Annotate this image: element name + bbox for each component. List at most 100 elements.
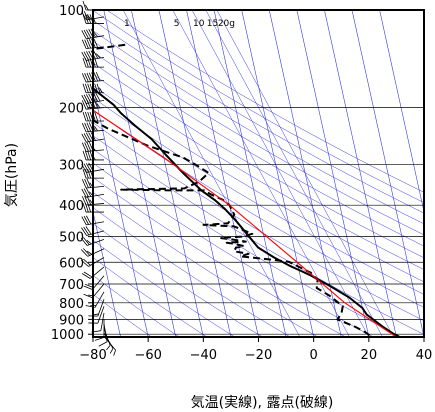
wind-barb-flag	[81, 133, 87, 143]
mixing-ratio-label: 1	[124, 19, 130, 29]
dry-adiabat-line	[93, 73, 424, 270]
mixing-ratio-line	[216, 10, 394, 337]
wind-barb-flag	[84, 122, 89, 132]
wind-barb	[80, 248, 105, 257]
y-tick-label: 400	[59, 199, 84, 214]
background-lines	[93, 10, 424, 337]
wind-barb-flag	[92, 92, 99, 102]
x-tick-label: −20	[245, 348, 272, 363]
wind-barb-flag	[83, 226, 90, 236]
wind-barb-flag	[86, 132, 92, 142]
dry-adiabat-line	[93, 97, 424, 295]
wind-barb-flag	[87, 150, 92, 161]
isotherm-line	[241, 10, 314, 337]
wind-barb-staff	[92, 283, 105, 299]
wind-barb-staff	[100, 312, 105, 331]
wind-barb-flag	[82, 14, 87, 24]
wind-barb-flag	[93, 125, 99, 132]
mixing-ratio-label: 20g	[218, 19, 235, 29]
x-tick-label: 20	[361, 348, 378, 363]
dry-adiabat-line	[93, 293, 152, 337]
wind-barb-flag	[96, 102, 101, 109]
wind-barb-flag	[93, 38, 99, 48]
wind-barb-flag	[82, 248, 91, 256]
wind-barb	[81, 226, 105, 236]
wind-barb-flag	[84, 4, 89, 11]
dry-adiabat-line	[93, 19, 424, 214]
x-tick-label: −40	[190, 348, 217, 363]
temperature-line	[93, 86, 400, 337]
wind-barb-flag	[87, 57, 92, 68]
dry-adiabat-line	[93, 239, 235, 337]
wind-barb-flag	[81, 259, 89, 267]
wind-barb-flag	[84, 39, 89, 49]
wind-barb-flag	[86, 142, 92, 152]
dry-adiabat-line	[93, 62, 424, 259]
wind-barb-flag	[81, 216, 87, 226]
wind-barb-flag	[82, 57, 87, 68]
wind-barb-staff	[97, 306, 105, 324]
dry-adiabat-line	[93, 40, 424, 236]
wind-barb-staff	[86, 230, 105, 236]
wind-barb-flag	[95, 71, 101, 82]
dry-adiabat-line	[93, 122, 424, 322]
isotherm-line	[158, 10, 232, 337]
wind-barb-flag	[84, 73, 89, 83]
y-tick-label: 200	[59, 102, 84, 117]
wind-barb-flag	[86, 122, 92, 132]
wind-barb-flag	[84, 83, 89, 93]
wind-barb-flag	[84, 178, 89, 188]
wind-barb-flag	[86, 39, 92, 49]
y-tick-label: 600	[59, 256, 84, 271]
wind-barb-flag	[86, 239, 92, 245]
wind-barb-flag	[81, 39, 87, 49]
wind-barb	[103, 336, 116, 356]
wind-barb-flag	[86, 195, 92, 205]
wind-barb	[80, 237, 105, 246]
mixing-ratio-line	[191, 10, 370, 337]
y-tick-label: 1000	[51, 328, 84, 343]
isotherm-line	[379, 10, 424, 214]
dry-adiabat-line	[93, 135, 424, 335]
y-tick-label: 500	[59, 231, 84, 246]
wind-barb-staff	[94, 291, 105, 308]
y-tick-label: 300	[59, 159, 84, 174]
y-tick-label: 700	[59, 278, 84, 293]
wind-barb-flag	[81, 273, 91, 279]
dry-adiabat-line	[93, 10, 424, 203]
wind-barb-flag	[87, 83, 92, 93]
mixing-ratio-label: 10	[193, 19, 205, 29]
wind-barb-flag	[84, 111, 89, 122]
wind-barb-flag	[82, 0, 87, 11]
dry-adiabat-line	[93, 30, 424, 225]
dry-adiabat-line	[93, 51, 424, 247]
wind-barb-flag	[95, 92, 101, 102]
wind-barb-staff	[86, 168, 105, 173]
isotherm-line	[186, 10, 259, 337]
wind-barb-flag	[83, 29, 89, 39]
wind-barb-flag	[83, 215, 89, 225]
wind-barb-flag	[87, 202, 92, 213]
wind-barb	[81, 187, 105, 198]
wind-barb-flag	[109, 348, 114, 354]
wind-barb-flag	[85, 226, 92, 235]
wind-barb-flag	[96, 83, 101, 93]
wind-barb-flag	[84, 100, 89, 110]
x-tick-label: −80	[79, 348, 106, 363]
x-tick-label: 40	[416, 348, 433, 363]
wind-barb-flag	[113, 349, 116, 356]
isotherm-line	[93, 210, 121, 337]
wind-barb-flag	[84, 150, 89, 161]
wind-barb-flag	[87, 168, 92, 179]
wind-barb-flag	[86, 250, 93, 255]
isotherm-line	[213, 10, 287, 337]
wind-barb	[81, 257, 105, 267]
dry-adiabat-line	[93, 162, 374, 337]
wind-barb-flag	[81, 163, 87, 173]
dry-adiabat-line	[93, 207, 291, 337]
dewpoint-line	[93, 43, 373, 337]
grid-lines	[93, 10, 424, 335]
wind-barb-staff	[103, 336, 116, 351]
wind-barb-flag	[87, 14, 92, 24]
